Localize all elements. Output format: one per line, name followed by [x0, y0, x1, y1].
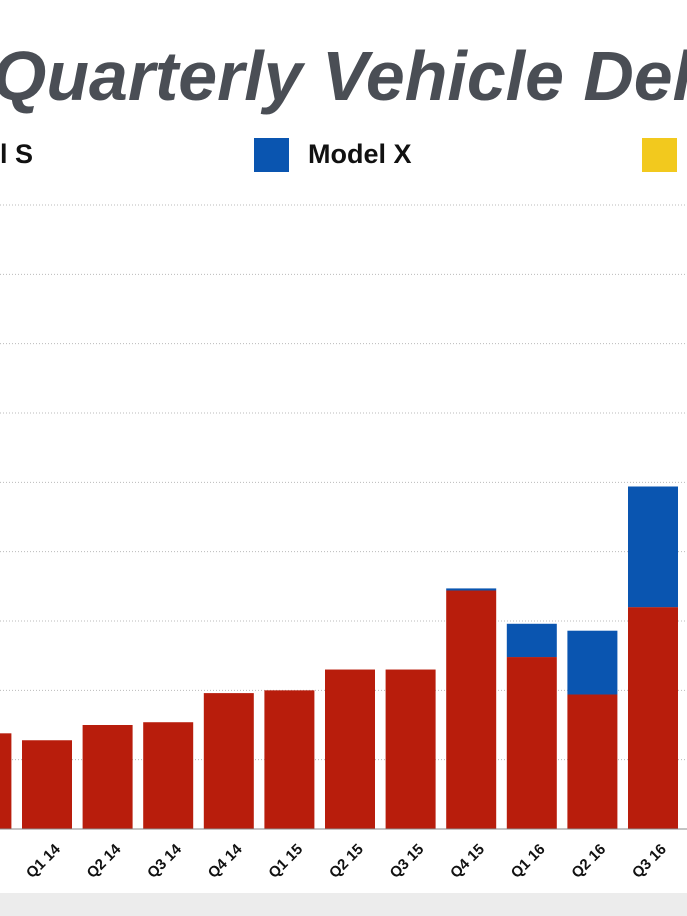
x-tick-label: Q1 16 — [508, 841, 549, 882]
x-tick-label: Q2 16 — [568, 841, 609, 882]
x-tick-label: 3 — [0, 841, 3, 859]
bar — [567, 630, 618, 695]
bar — [143, 722, 194, 829]
legend-swatch — [254, 138, 289, 172]
x-tick-label: Q1 15 — [265, 841, 306, 882]
bar — [567, 694, 618, 829]
bar — [0, 733, 12, 829]
chart-title: Quarterly Vehicle Del — [0, 37, 687, 115]
bar — [446, 588, 497, 591]
x-tick-label: Q1 14 — [23, 840, 64, 881]
bar — [325, 669, 375, 829]
bar — [628, 486, 678, 608]
bar — [506, 623, 557, 658]
footer-strip — [0, 893, 687, 916]
bar — [22, 740, 72, 829]
bar — [385, 669, 436, 829]
legend-label: l S — [0, 139, 33, 169]
x-tick-label: Q4 14 — [205, 840, 246, 881]
x-tick-label: Q2 15 — [326, 841, 367, 882]
bar — [446, 590, 497, 829]
legend-label: Model X — [308, 139, 412, 169]
x-tick-label: Q3 14 — [144, 840, 185, 881]
bar — [506, 657, 557, 829]
x-tick-label: Q4 15 — [447, 841, 488, 882]
bar — [628, 607, 678, 829]
x-tick-label: Q3 16 — [629, 841, 670, 882]
x-tick-label: Q2 14 — [84, 840, 125, 881]
legend-swatch — [642, 138, 677, 172]
bar — [203, 693, 254, 829]
x-tick-label: Q3 15 — [387, 841, 428, 882]
bar — [264, 690, 315, 829]
bar — [82, 725, 133, 829]
